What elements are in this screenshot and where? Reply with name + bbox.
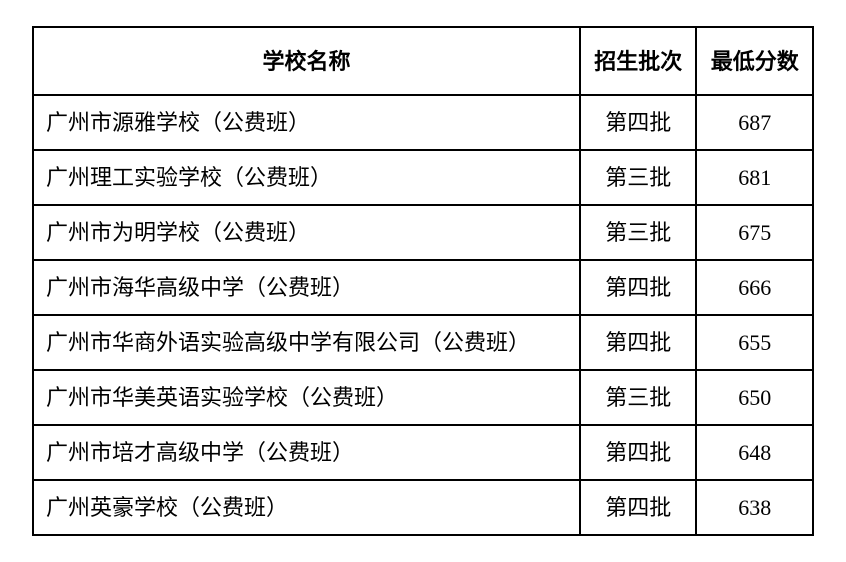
- cell-school-name: 广州市源雅学校（公费班）: [33, 95, 580, 150]
- cell-score: 655: [696, 315, 813, 370]
- cell-batch: 第四批: [580, 260, 696, 315]
- cell-score: 675: [696, 205, 813, 260]
- table-row: 广州英豪学校（公费班） 第四批 638: [33, 480, 813, 535]
- cell-batch: 第四批: [580, 315, 696, 370]
- cell-batch: 第三批: [580, 370, 696, 425]
- table-row: 广州市培才高级中学（公费班） 第四批 648: [33, 425, 813, 480]
- table-row: 广州理工实验学校（公费班） 第三批 681: [33, 150, 813, 205]
- cell-school-name: 广州市华商外语实验高级中学有限公司（公费班）: [33, 315, 580, 370]
- cell-score: 650: [696, 370, 813, 425]
- cell-school-name: 广州英豪学校（公费班）: [33, 480, 580, 535]
- cell-score: 687: [696, 95, 813, 150]
- cell-school-name: 广州市华美英语实验学校（公费班）: [33, 370, 580, 425]
- cell-school-name: 广州市为明学校（公费班）: [33, 205, 580, 260]
- table-row: 广州市华美英语实验学校（公费班） 第三批 650: [33, 370, 813, 425]
- table-body: 广州市源雅学校（公费班） 第四批 687 广州理工实验学校（公费班） 第三批 6…: [33, 95, 813, 535]
- cell-score: 648: [696, 425, 813, 480]
- cell-batch: 第四批: [580, 480, 696, 535]
- header-score: 最低分数: [696, 27, 813, 95]
- cell-batch: 第三批: [580, 150, 696, 205]
- cell-score: 681: [696, 150, 813, 205]
- cell-batch: 第三批: [580, 205, 696, 260]
- cell-school-name: 广州市培才高级中学（公费班）: [33, 425, 580, 480]
- cell-score: 666: [696, 260, 813, 315]
- table-header-row: 学校名称 招生批次 最低分数: [33, 27, 813, 95]
- table-row: 广州市为明学校（公费班） 第三批 675: [33, 205, 813, 260]
- cell-score: 638: [696, 480, 813, 535]
- cell-school-name: 广州理工实验学校（公费班）: [33, 150, 580, 205]
- header-batch: 招生批次: [580, 27, 696, 95]
- cell-school-name: 广州市海华高级中学（公费班）: [33, 260, 580, 315]
- cell-batch: 第四批: [580, 95, 696, 150]
- header-school-name: 学校名称: [33, 27, 580, 95]
- table-row: 广州市华商外语实验高级中学有限公司（公费班） 第四批 655: [33, 315, 813, 370]
- admissions-table: 学校名称 招生批次 最低分数 广州市源雅学校（公费班） 第四批 687 广州理工…: [32, 26, 814, 536]
- cell-batch: 第四批: [580, 425, 696, 480]
- table-row: 广州市源雅学校（公费班） 第四批 687: [33, 95, 813, 150]
- table-row: 广州市海华高级中学（公费班） 第四批 666: [33, 260, 813, 315]
